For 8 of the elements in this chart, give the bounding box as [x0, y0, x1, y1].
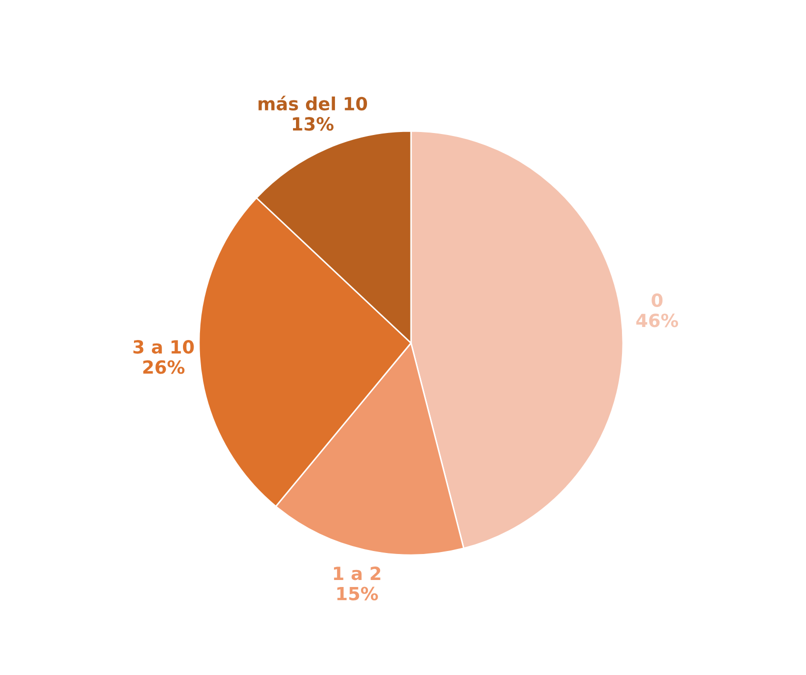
data-label: 13%: [292, 117, 334, 131]
data-label: 15%: [337, 586, 378, 600]
slice-label: 1 a 2: [334, 566, 380, 580]
data-label: 26%: [143, 360, 184, 374]
data-label: 46%: [636, 314, 678, 328]
slice-label: 3 a 10: [133, 340, 194, 354]
slice-label: más del 10: [258, 96, 368, 110]
slice-label: 0: [652, 293, 662, 308]
